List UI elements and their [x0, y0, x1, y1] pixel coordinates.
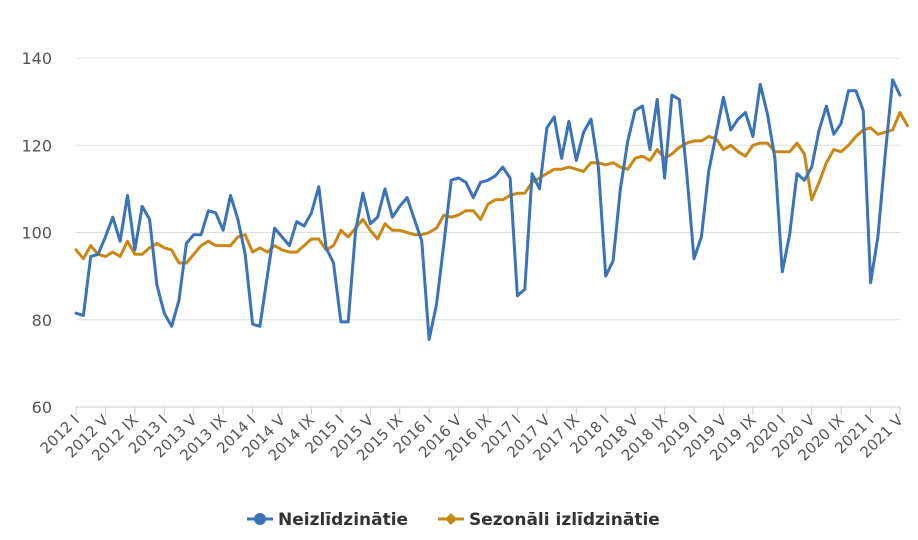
y-tick-label-100: 100 [21, 224, 52, 243]
y-tick-label-60: 60 [32, 398, 52, 417]
series-lines [74, 78, 909, 341]
legend: Neizlīdzinātie Sezonāli izlīdzinātie [247, 510, 660, 530]
series-line-0 [74, 78, 902, 341]
y-tick-label-80: 80 [32, 311, 52, 330]
y-axis-tick-labels: 60 80 100 120 140 [21, 49, 52, 417]
y-tick-label-120: 120 [21, 136, 52, 155]
legend-label-0: Neizlīdzinātie [278, 510, 408, 530]
legend-marker-0 [254, 513, 266, 525]
grid-lines [76, 57, 900, 408]
legend-marker-1 [445, 513, 457, 525]
series-line-1 [74, 111, 909, 265]
y-tick-label-140: 140 [21, 49, 52, 68]
legend-label-1: Sezonāli izlīdzinātie [469, 510, 660, 530]
